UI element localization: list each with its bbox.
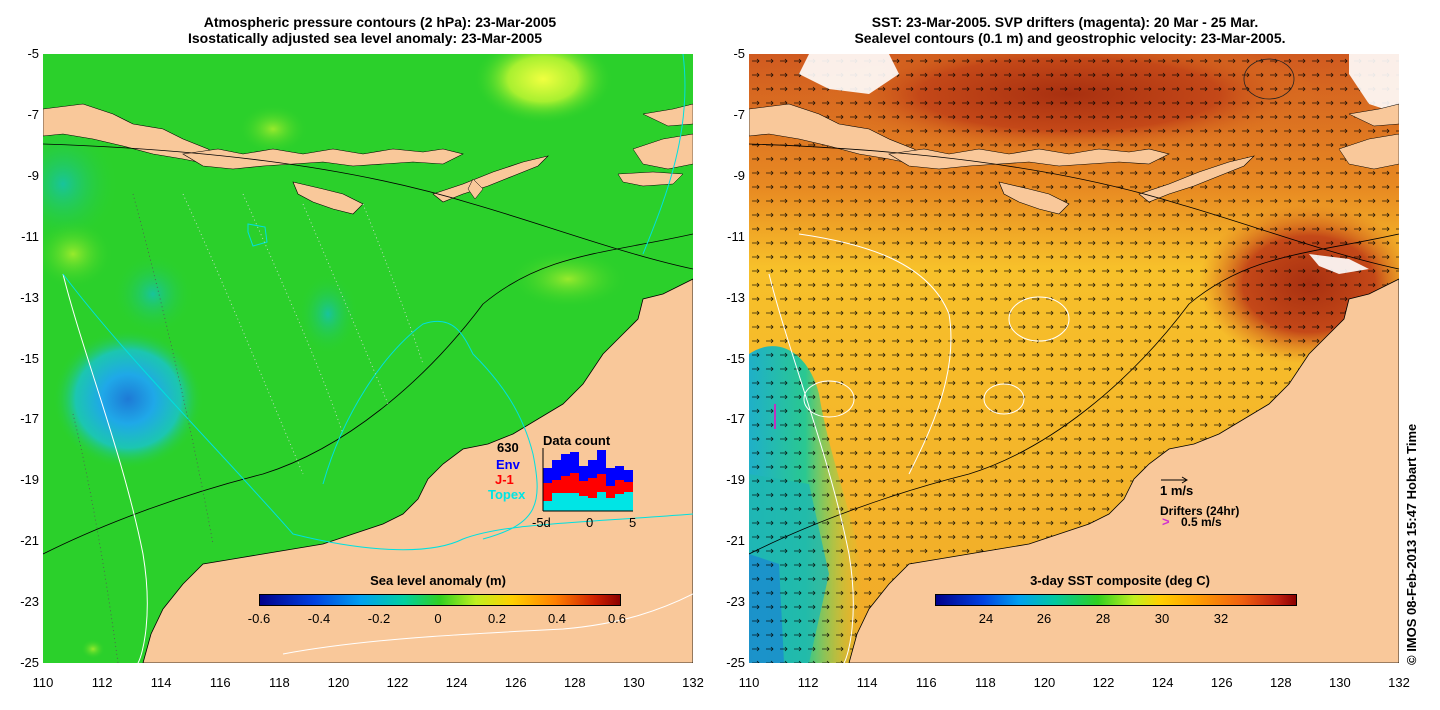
left-cbar-tick-1: -0.4 [307, 611, 331, 626]
right-y-tick-label: -5 [733, 46, 745, 61]
right-colorbar [935, 594, 1297, 606]
left-x-tick-label: 114 [150, 675, 172, 690]
left-cbar-tick-3: 0 [434, 611, 442, 626]
right-x-tick-label: 126 [1210, 675, 1233, 690]
left-x-tick-label: 126 [504, 675, 527, 690]
data-count-histogram [542, 448, 633, 512]
legend-env: Env [496, 457, 520, 472]
left-y-tick-label: -23 [20, 594, 39, 610]
left-x-tick-label: 122 [386, 675, 409, 690]
right-x-tick-label: 128 [1269, 675, 1292, 690]
right-x-tick-label: 130 [1329, 675, 1351, 690]
left-y-tick-label: -7 [27, 106, 39, 122]
left-y-tick-label: -9 [27, 167, 39, 183]
left-y-tick-label: -5 [27, 46, 39, 61]
left-cbar-tick-5: 0.4 [547, 611, 567, 626]
left-cbar-tick-6: 0.6 [607, 611, 627, 626]
right-x-tick-label: 122 [1092, 675, 1115, 690]
left-y-tick-label: -11 [21, 228, 39, 244]
left-title-line2: Isostatically adjusted sea level anomaly… [187, 30, 543, 46]
right-x-tick-label: 118 [974, 675, 996, 690]
data-count-total: 630 [497, 440, 519, 455]
right-x-tick-label: 114 [856, 675, 878, 690]
left-cbar-tick-2: -0.2 [367, 611, 391, 626]
data-count-title: Data count [543, 433, 611, 448]
left-cbar-tick-0: -0.6 [247, 611, 271, 626]
left-colorbar-title: Sea level anomaly (m) [370, 573, 506, 588]
left-x-tick-label: 112 [91, 675, 113, 690]
right-y-tick-label: -17 [726, 411, 745, 427]
drifter-legend-symbol: > [1162, 514, 1170, 529]
left-x-tick-label: 110 [32, 675, 54, 690]
left-x-tick-label: 120 [327, 675, 350, 690]
left-title-line1: Atmospheric pressure contours (2 hPa): 2… [203, 14, 557, 30]
right-title-line1: SST: 23-Mar-2005. SVP drifters (magenta)… [871, 14, 1259, 30]
right-x-tick-label: 132 [1388, 675, 1410, 690]
left-y-tick-label: -21 [20, 533, 39, 549]
left-y-tick-label: -19 [20, 472, 39, 488]
right-y-tick-label: -23 [726, 594, 745, 610]
right-cbar-tick-3: 30 [1154, 611, 1170, 626]
left-cbar-tick-4: 0.2 [487, 611, 507, 626]
sst-map [749, 54, 1399, 663]
right-y-tick-label: -21 [726, 533, 745, 549]
right-y-tick-label: -19 [726, 472, 745, 488]
velocity-legend: 1 m/s [1160, 483, 1194, 498]
right-y-tick-label: -9 [733, 167, 745, 183]
right-x-tick-label: 124 [1151, 675, 1174, 690]
right-x-tick-label: 116 [915, 675, 937, 690]
right-cbar-tick-4: 32 [1213, 611, 1229, 626]
left-y-tick-label: -15 [20, 350, 39, 366]
right-x-tick-label: 110 [738, 675, 760, 690]
credit-text: © IMOS 08-Feb-2013 15:47 Hobart Time [1404, 423, 1419, 665]
right-cbar-tick-0: 24 [978, 611, 994, 626]
left-x-tick-label: 118 [268, 675, 290, 690]
left-x-tick-label: 130 [623, 675, 645, 690]
data-count-xtick-mid: 0 [586, 515, 594, 530]
left-x-tick-label: 128 [563, 675, 586, 690]
right-colorbar-title: 3-day SST composite (deg C) [1030, 573, 1210, 588]
legend-j1: J-1 [495, 472, 514, 487]
right-y-tick-label: -15 [726, 350, 745, 366]
left-x-tick-label: 132 [682, 675, 704, 690]
right-cbar-tick-1: 26 [1036, 611, 1052, 626]
left-colorbar [259, 594, 621, 606]
right-y-tick-label: -7 [733, 106, 745, 122]
sea-level-anomaly-map [43, 54, 693, 663]
right-y-tick-label: -13 [726, 289, 745, 305]
left-y-tick-label: -13 [20, 289, 39, 305]
left-x-tick-label: 124 [445, 675, 468, 690]
right-title-line2: Sealevel contours (0.1 m) and geostrophi… [854, 30, 1286, 46]
right-y-tick-label: -11 [727, 228, 745, 244]
right-x-tick-label: 120 [1033, 675, 1056, 690]
right-y-tick-label: -25 [726, 655, 745, 670]
velocity-arrow-icon [1161, 476, 1188, 484]
data-count-xtick-right: 5 [629, 515, 637, 530]
left-y-tick-label: -17 [20, 411, 39, 427]
left-x-tick-label: 116 [209, 675, 231, 690]
drifter-legend-value: 0.5 m/s [1181, 515, 1222, 529]
left-y-tick-label: -25 [20, 655, 39, 670]
right-x-tick-label: 112 [797, 675, 819, 690]
legend-topex: Topex [488, 487, 526, 502]
drifter-legend-title: Drifters (24hr) [1160, 504, 1240, 518]
right-cbar-tick-2: 28 [1095, 611, 1111, 626]
data-count-xtick-left: -5d [532, 515, 551, 530]
